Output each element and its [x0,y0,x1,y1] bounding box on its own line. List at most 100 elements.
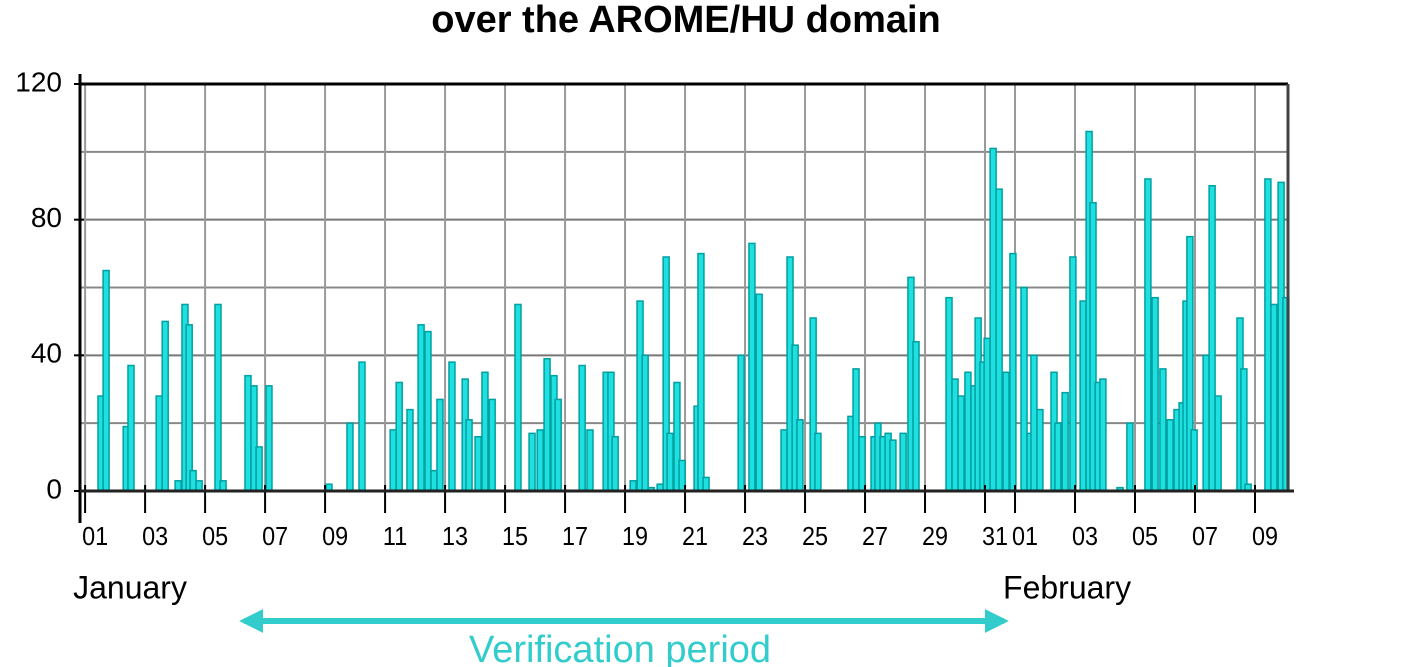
bar [155,395,163,492]
bar [474,435,482,492]
bar [406,408,414,492]
bar [195,480,203,492]
x-tick-label: 23 [742,523,768,551]
bar [889,439,897,492]
bar [989,147,997,492]
bar [1214,395,1222,492]
bar [748,242,756,492]
bar [1270,303,1278,492]
bar [1151,296,1159,492]
bar [1202,354,1210,492]
x-tick-label: 11 [383,523,407,551]
axes: 0 40 80 120 01 03 05 07 09 11 13 15 17 19 21 23 25 27 29 31… [15,66,1294,551]
x-tick-label: 01 [82,523,108,551]
x-tick-label: 09 [322,523,348,551]
bar [611,435,619,492]
bar [185,324,193,492]
bar [1208,185,1216,492]
x-tick-label: 01 [1012,523,1038,551]
bar [448,361,456,492]
bar [528,432,536,492]
bar [543,357,551,492]
bar [265,385,273,492]
bar [852,368,860,492]
bar [395,381,403,492]
bar [358,361,366,492]
x-tick-label: 13 [442,523,468,551]
bar [214,303,222,492]
bar [1264,178,1272,492]
bar [1126,422,1134,492]
x-tick-label: 03 [1072,523,1098,551]
x-tick-label: 25 [802,523,828,551]
bar [1240,368,1248,492]
grid [80,83,1288,492]
bar [174,480,182,492]
bar [586,429,594,492]
bar [430,469,438,492]
bar [899,432,907,492]
bar [554,398,562,492]
bar [629,480,637,492]
bar [983,337,991,492]
bar [1002,371,1010,492]
x-tick-label: 09 [1252,523,1278,551]
bar [465,419,473,492]
bar [755,293,763,492]
bar [1079,300,1087,492]
bar [1020,286,1028,492]
bar [1061,391,1069,492]
bar [1054,422,1062,492]
bar [536,429,544,492]
bar [666,432,674,492]
month-label: February [1003,569,1131,605]
bar [127,364,135,492]
annotation: Verification period [469,629,771,667]
bar [964,371,972,492]
bar [189,469,197,492]
y-tick-label: 80 [31,202,62,233]
bar [514,303,522,492]
bar [219,480,227,492]
bar [244,374,252,492]
bar [1190,429,1198,492]
month-label: January [73,569,187,605]
bar [1099,378,1107,492]
bar [389,429,397,492]
bar [737,354,745,492]
bar [436,398,444,492]
x-tick-label: 17 [562,523,588,551]
bars [97,130,1290,492]
x-tick-label: 05 [1132,523,1158,551]
bar [945,296,953,492]
bar [957,395,965,492]
bar [995,188,1003,492]
y-tick-label: 40 [31,338,62,369]
x-tick-label: 03 [142,523,168,551]
bar [255,446,263,492]
x-tick-label: 31 [982,523,1008,551]
y-tick-label: 120 [15,66,62,97]
x-tick-label: 15 [502,523,528,551]
bar [1030,354,1038,492]
bar [417,324,425,492]
bar [424,330,432,492]
bar [1036,408,1044,492]
bar [912,341,920,492]
x-tick-label: 27 [862,523,888,551]
bar [641,354,649,492]
bar [1159,368,1167,492]
bar [346,422,354,492]
bar [102,269,110,492]
x-tick-label: 21 [682,523,708,551]
bar [858,435,866,492]
bar [161,320,169,492]
x-tick-label: 19 [622,523,648,551]
x-tick-label: 07 [1192,523,1218,551]
bar [1069,256,1077,492]
x-tick-label: 29 [922,523,948,551]
bar [481,371,489,492]
bar [1009,252,1017,492]
bar [1166,419,1174,492]
